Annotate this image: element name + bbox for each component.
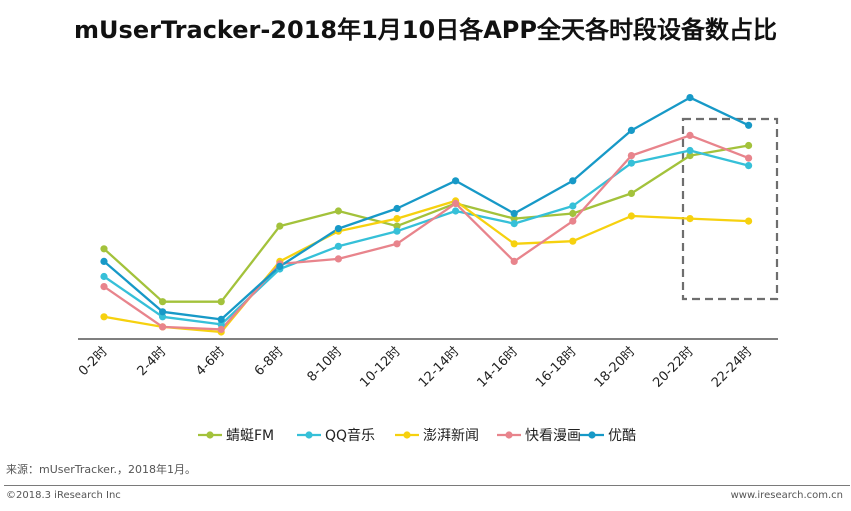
data-point-s1-6 bbox=[393, 222, 401, 230]
series-line-1 bbox=[103, 144, 749, 303]
data-point-s3-6 bbox=[393, 215, 401, 223]
data-point-s4-8 bbox=[510, 257, 518, 265]
data-point-s4-9 bbox=[569, 217, 577, 225]
data-point-s1-4 bbox=[276, 222, 284, 230]
data-point-s4-11 bbox=[686, 131, 694, 139]
data-point-s2-11 bbox=[686, 146, 694, 155]
data-point-s2-7 bbox=[452, 207, 460, 215]
data-point-s4-2 bbox=[159, 323, 167, 331]
x-tick-label: 18-20时 bbox=[592, 344, 639, 391]
copyright-text: ©2018.3 iResearch Inc bbox=[6, 490, 121, 501]
data-point-s1-2 bbox=[159, 298, 167, 306]
series-line-5 bbox=[103, 96, 750, 321]
data-point-s2-10 bbox=[627, 159, 636, 167]
data-point-s4-7 bbox=[452, 199, 460, 207]
data-point-s2-1 bbox=[100, 272, 108, 281]
x-tick-label: 14-16时 bbox=[475, 344, 522, 391]
data-point-s2-9 bbox=[569, 202, 577, 210]
data-point-s4-1 bbox=[100, 283, 108, 291]
data-point-s3-11 bbox=[686, 215, 694, 223]
data-point-s4-12 bbox=[745, 154, 753, 162]
x-tick-label: 0-2时 bbox=[76, 344, 111, 379]
legend-label: 快看漫画 bbox=[525, 428, 581, 444]
x-tick-label: 22-24时 bbox=[709, 344, 756, 391]
data-point-s1-8 bbox=[510, 215, 518, 223]
data-point-s5-4 bbox=[276, 262, 284, 270]
x-tick-label: 6-8时 bbox=[252, 344, 287, 379]
legend-label: 优酷 bbox=[608, 428, 636, 444]
data-point-s5-7 bbox=[452, 177, 460, 185]
data-point-s5-5 bbox=[334, 225, 342, 233]
legend-swatch-marker bbox=[588, 431, 596, 439]
data-point-s3-9 bbox=[569, 237, 577, 245]
x-tick-label: 10-12时 bbox=[357, 344, 404, 391]
data-point-s4-10 bbox=[627, 152, 636, 160]
data-point-s2-12 bbox=[745, 162, 753, 170]
x-tick-label: 12-14时 bbox=[416, 344, 463, 391]
data-point-s2-2 bbox=[159, 313, 167, 321]
x-tick-label: 16-18时 bbox=[533, 344, 580, 391]
data-point-s2-5 bbox=[334, 242, 342, 250]
data-point-s1-12 bbox=[745, 141, 753, 150]
data-point-s5-9 bbox=[569, 177, 577, 185]
data-point-s1-1 bbox=[100, 245, 108, 253]
data-point-s5-2 bbox=[159, 308, 167, 316]
data-point-s2-6 bbox=[393, 227, 401, 235]
data-point-s3-10 bbox=[627, 212, 636, 220]
data-point-s3-1 bbox=[100, 313, 108, 321]
data-point-s3-8 bbox=[510, 240, 518, 248]
data-point-s1-3 bbox=[217, 298, 225, 306]
data-point-s3-12 bbox=[745, 217, 753, 225]
legend-swatch-marker bbox=[505, 431, 513, 439]
legend-label: 澎湃新闻 bbox=[423, 428, 479, 444]
series-line-2 bbox=[103, 149, 749, 326]
data-point-s4-5 bbox=[334, 255, 342, 263]
highlight-box bbox=[681, 117, 779, 301]
data-point-s1-9 bbox=[569, 209, 577, 218]
data-point-s5-12 bbox=[745, 121, 753, 129]
website-url: www.iresearch.com.cn bbox=[730, 490, 843, 501]
data-point-s5-1 bbox=[100, 257, 108, 265]
data-point-s1-10 bbox=[627, 189, 636, 197]
data-point-s5-8 bbox=[510, 209, 518, 218]
source-note: 来源：mUserTracker.，2018年1月。 bbox=[6, 463, 196, 476]
chart-title: mUserTracker-2018年1月10日各APP全天各时段设备数占比 bbox=[74, 16, 777, 44]
legend-swatch-marker bbox=[206, 431, 214, 439]
series-line-3 bbox=[103, 199, 749, 334]
x-tick-label: 4-6时 bbox=[193, 344, 228, 379]
legend-swatch-marker bbox=[403, 431, 411, 439]
data-point-s2-3 bbox=[217, 320, 225, 328]
footer-divider bbox=[4, 485, 850, 486]
x-tick-label: 8-10时 bbox=[305, 344, 346, 385]
data-point-s5-3 bbox=[217, 315, 225, 323]
data-point-s4-3 bbox=[217, 325, 225, 333]
data-point-s1-11 bbox=[686, 152, 694, 160]
data-point-s4-6 bbox=[393, 240, 401, 248]
data-point-s2-8 bbox=[510, 220, 518, 228]
x-tick-label: 20-22时 bbox=[650, 344, 697, 391]
legend-label: 蜻蜓FM bbox=[226, 428, 274, 444]
data-point-s1-5 bbox=[334, 207, 342, 215]
x-tick-label: 2-4时 bbox=[135, 344, 170, 379]
series-line-4 bbox=[103, 134, 750, 331]
legend-label: QQ音乐 bbox=[325, 427, 375, 444]
legend-swatch-marker bbox=[305, 431, 313, 439]
data-point-s5-10 bbox=[627, 126, 636, 134]
data-point-s5-6 bbox=[393, 204, 401, 213]
data-point-s5-11 bbox=[686, 94, 694, 102]
